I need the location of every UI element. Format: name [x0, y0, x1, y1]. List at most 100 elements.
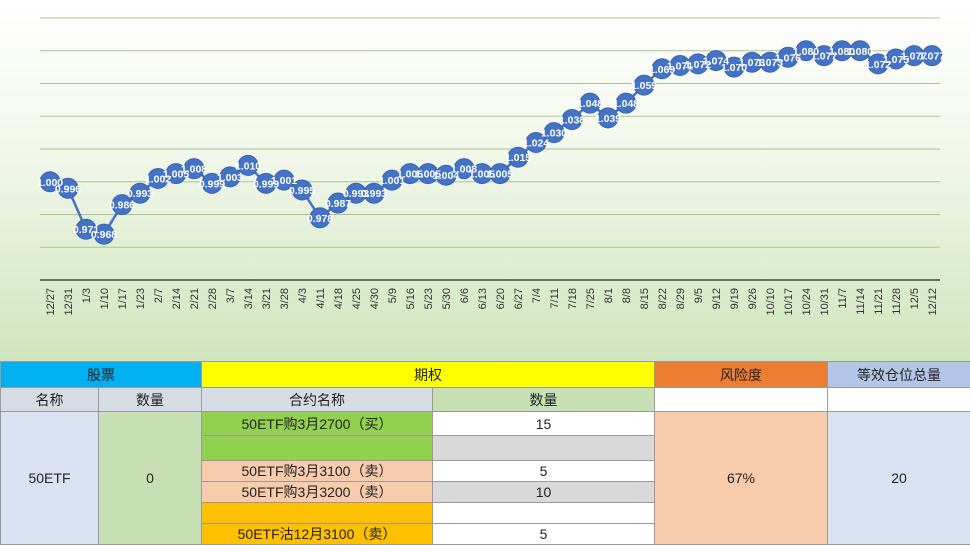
data-label: 0.995: [289, 185, 315, 197]
subheader-name: 名称: [1, 388, 99, 412]
x-tick-label: 1/23: [135, 288, 147, 309]
x-tick-label: 4/3: [297, 288, 309, 303]
option-row-3-qty: 5: [433, 461, 655, 482]
subheader-option-qty: 数量: [433, 388, 655, 412]
data-label: 0.968: [91, 229, 117, 241]
x-tick-label: 1/10: [99, 288, 111, 309]
x-tick-label: 10/17: [783, 288, 795, 316]
chart-area: 12/27 12/31 1/3 1/10 1/17 1/23 2/7 2/14 2/21 2/28…: [0, 0, 970, 361]
risk-value: 67%: [655, 412, 828, 545]
option-row-3-name: 50ETF购3月3100（卖）: [202, 461, 433, 482]
data-label: 1.077: [919, 51, 945, 63]
x-tick-label: 2/14: [171, 288, 183, 309]
option-row-4-qty: 10: [433, 482, 655, 503]
position-table: 股票 期权 风险度 等效仓位总量 名称 数量 合约名称 数量 50ETF 0 5…: [0, 361, 970, 545]
x-tick-label: 8/15: [639, 288, 651, 309]
option-row-6-qty: 5: [433, 524, 655, 545]
subheader-qty: 数量: [99, 388, 202, 412]
x-tick-label: 9/19: [729, 288, 741, 309]
option-row-6-name: 50ETF沽12月3100（卖）: [202, 524, 433, 545]
x-tick-label: 5/16: [405, 288, 417, 309]
option-row-4-name: 50ETF购3月3200（卖）: [202, 482, 433, 503]
option-row-5-qty: [433, 503, 655, 524]
data-label: 1.008: [181, 164, 207, 176]
x-tick-label: 7/18: [567, 288, 579, 309]
x-tick-label: 7/25: [585, 288, 597, 309]
x-tick-label: 10/24: [801, 288, 813, 316]
data-label: 1.015: [505, 152, 531, 164]
stock-name: 50ETF: [1, 412, 99, 545]
data-label: 1.010: [235, 160, 261, 172]
x-tick-label: 4/30: [369, 288, 381, 309]
x-tick-label: 12/12: [927, 288, 939, 316]
x-tick-label: 5/23: [423, 288, 435, 309]
x-tick-label: 8/29: [675, 288, 687, 309]
data-label: 1.038: [559, 115, 585, 127]
x-tick-label: 11/7: [837, 288, 849, 309]
x-tick-label: 11/28: [891, 288, 903, 315]
data-label: 1.048: [577, 98, 603, 110]
data-label: 1.059: [631, 80, 657, 92]
header-stock: 股票: [1, 362, 202, 388]
x-tick-label: 5/30: [441, 288, 453, 309]
data-label: 0.996: [55, 183, 81, 195]
option-row-1-name: 50ETF购3月2700（买）: [202, 412, 433, 436]
option-row-1-qty: 15: [433, 412, 655, 436]
x-tick-label: 6/13: [477, 288, 489, 309]
x-tick-label: 9/26: [747, 288, 759, 309]
x-tick-label: 11/21: [873, 288, 885, 315]
x-tick-label: 1/17: [117, 288, 129, 309]
data-label: 0.993: [127, 188, 153, 200]
data-label: 0.978: [307, 213, 333, 225]
x-tick-label: 3/21: [261, 288, 273, 309]
x-tick-label: 5/9: [387, 288, 399, 303]
subheader-equiv-empty: [828, 388, 970, 412]
x-tick-label: 9/5: [693, 288, 705, 303]
x-tick-label: 11/14: [855, 288, 867, 315]
x-tick-label: 8/1: [603, 288, 615, 303]
x-tick-label: 2/21: [189, 288, 201, 309]
x-tick-label: 6/20: [495, 288, 507, 309]
x-tick-label: 8/22: [657, 288, 669, 309]
x-tick-label: 3/7: [225, 288, 237, 303]
header-equivalent-position: 等效仓位总量: [828, 362, 970, 388]
data-label: 1.005: [487, 169, 513, 181]
x-tick-label: 1/3: [81, 288, 93, 303]
x-tick-label: 9/12: [711, 288, 723, 309]
x-tick-label: 6/27: [513, 288, 525, 309]
option-row-2-name: [202, 436, 433, 461]
data-label: 1.003: [217, 172, 243, 184]
data-label: 1.048: [613, 98, 639, 110]
option-row-5-name: [202, 503, 433, 524]
x-tick-label: 3/14: [243, 288, 255, 309]
data-label: 1.080: [847, 46, 873, 58]
option-row-2-qty: [433, 436, 655, 461]
x-tick-label: 10/10: [765, 288, 777, 316]
stock-qty: 0: [99, 412, 202, 545]
x-tick-label: 7/11: [549, 288, 561, 309]
line-chart: 12/27 12/31 1/3 1/10 1/17 1/23 2/7 2/14 2/21 2/28…: [0, 0, 970, 361]
x-tick-label: 4/25: [351, 288, 363, 309]
equiv-value: 20: [828, 412, 970, 545]
header-risk: 风险度: [655, 362, 828, 388]
subheader-risk-empty: [655, 388, 828, 412]
x-tick-label: 3/28: [279, 288, 291, 309]
header-option: 期权: [202, 362, 655, 388]
data-label: 1.030: [541, 128, 567, 140]
x-tick-label: 7/4: [531, 288, 543, 303]
x-tick-label: 12/27: [45, 288, 57, 316]
x-tick-label: 12/5: [909, 288, 921, 309]
x-tick-label: 8/8: [621, 288, 633, 303]
series-line: [50, 51, 932, 234]
x-tick-label: 2/7: [153, 288, 165, 303]
data-label: 0.993: [361, 188, 387, 200]
data-label: 1.039: [595, 113, 621, 125]
x-tick-label: 2/28: [207, 288, 219, 309]
x-tick-label: 6/6: [459, 288, 471, 303]
data-label: 0.986: [109, 200, 135, 212]
x-tick-label: 4/18: [333, 288, 345, 309]
x-tick-label: 12/31: [63, 288, 75, 316]
subheader-contract: 合约名称: [202, 388, 433, 412]
x-tick-label: 4/11: [315, 288, 327, 309]
x-tick-label: 10/31: [819, 288, 831, 316]
